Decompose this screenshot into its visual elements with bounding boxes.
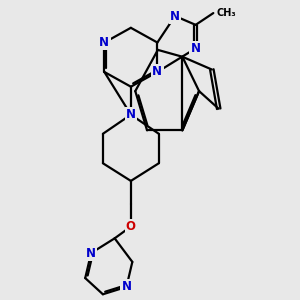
Text: N: N [86, 247, 96, 260]
Text: O: O [126, 220, 136, 233]
Text: N: N [152, 65, 162, 79]
Text: N: N [126, 108, 136, 121]
Text: N: N [122, 280, 131, 293]
Text: N: N [170, 10, 180, 22]
Text: N: N [190, 42, 201, 55]
Text: CH₃: CH₃ [216, 8, 236, 18]
Text: N: N [99, 36, 110, 49]
